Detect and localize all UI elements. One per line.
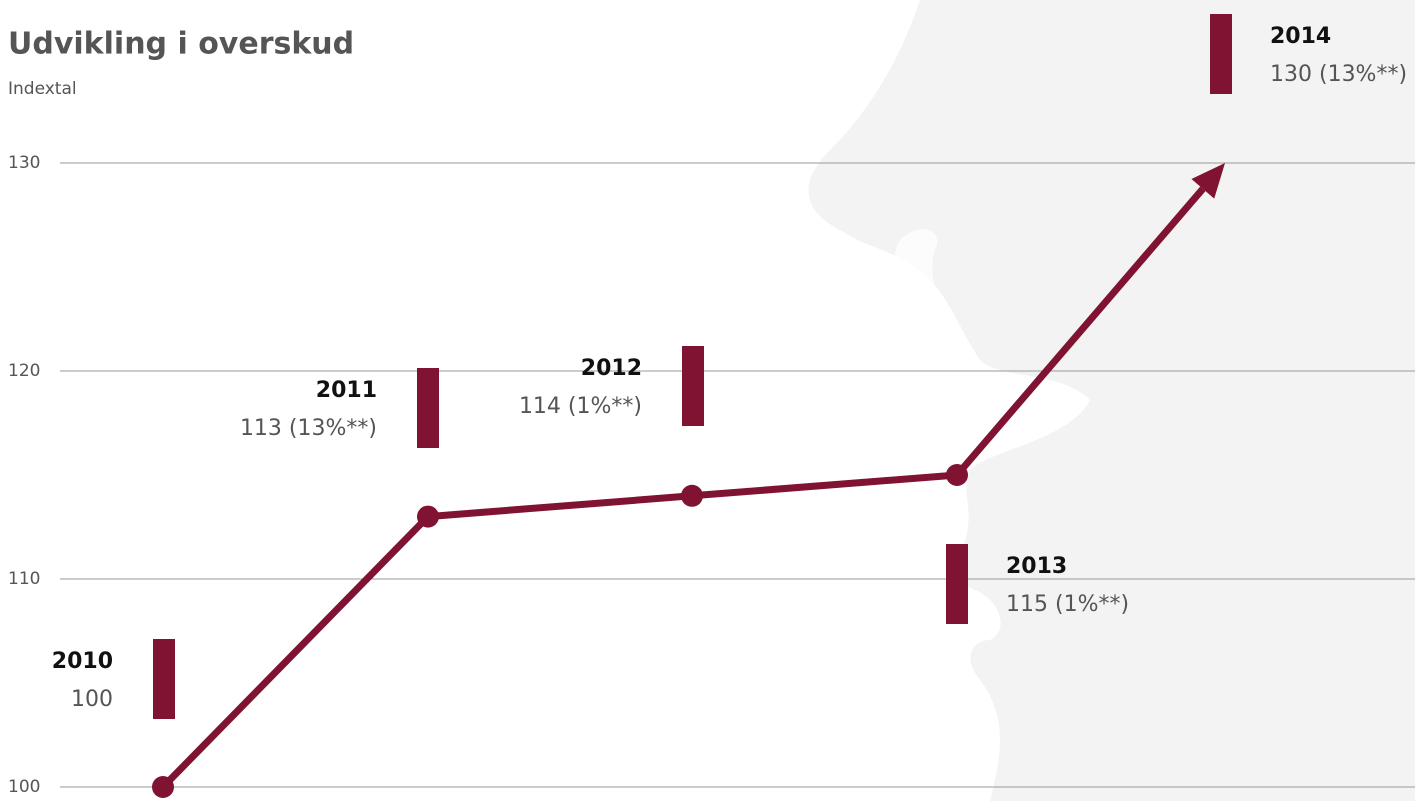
arrow-head bbox=[1191, 163, 1225, 199]
y-tick-label: 130 bbox=[8, 153, 40, 173]
data-point bbox=[152, 776, 174, 798]
label-bar bbox=[946, 544, 968, 624]
data-point bbox=[946, 464, 968, 486]
value-label: 113 (13%**) bbox=[240, 416, 377, 441]
background-detail bbox=[894, 229, 967, 393]
value-label: 100 bbox=[71, 687, 113, 712]
value-label: 115 (1%**) bbox=[1006, 592, 1129, 617]
year-label: 2014 bbox=[1270, 24, 1331, 49]
year-label: 2011 bbox=[316, 378, 377, 403]
y-tick-label: 100 bbox=[8, 777, 40, 797]
data-point bbox=[417, 505, 439, 528]
background-silhouette bbox=[808, 0, 1415, 801]
data-point bbox=[681, 484, 703, 507]
chart-title: Udvikling i overskud bbox=[8, 27, 354, 62]
label-bar bbox=[1210, 14, 1232, 94]
y-tick-label: 120 bbox=[8, 361, 40, 381]
value-label: 114 (1%**) bbox=[519, 394, 642, 419]
y-tick-label: 110 bbox=[8, 569, 40, 589]
label-bar bbox=[417, 368, 439, 448]
chart-subtitle: Indextal bbox=[8, 79, 77, 99]
label-bar bbox=[682, 346, 704, 426]
year-label: 2010 bbox=[52, 649, 113, 674]
value-label: 130 (13%**) bbox=[1270, 62, 1407, 87]
year-label: 2012 bbox=[581, 356, 642, 381]
label-bar bbox=[153, 639, 175, 719]
year-label: 2013 bbox=[1006, 554, 1067, 579]
